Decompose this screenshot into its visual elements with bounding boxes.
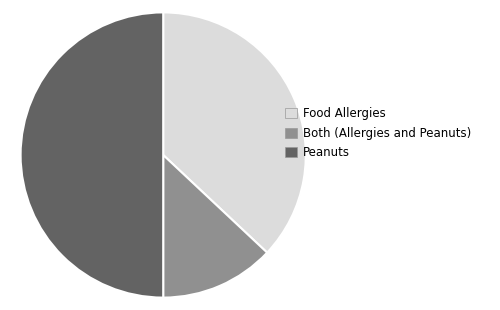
Wedge shape [163, 12, 306, 253]
Wedge shape [163, 155, 267, 298]
Legend: Food Allergies, Both (Allergies and Peanuts), Peanuts: Food Allergies, Both (Allergies and Pean… [280, 103, 476, 164]
Wedge shape [20, 12, 163, 298]
